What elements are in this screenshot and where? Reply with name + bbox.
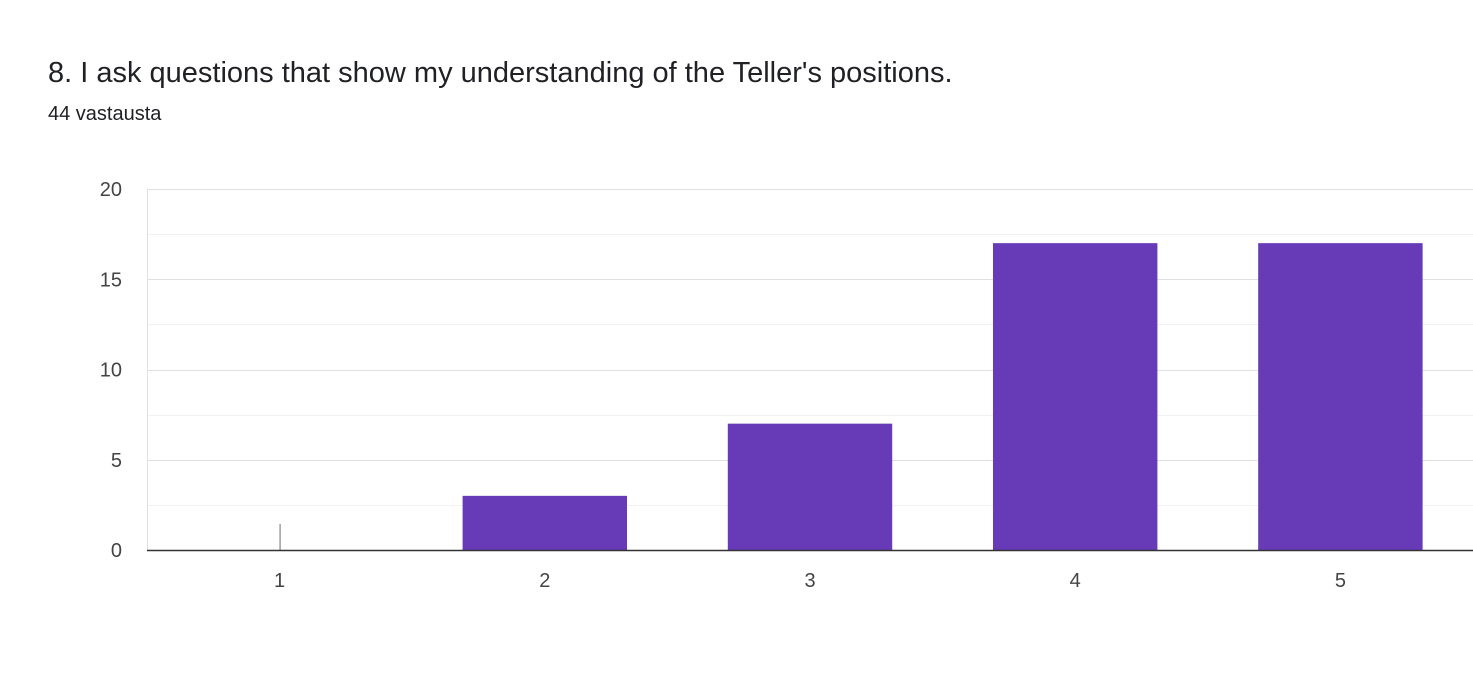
bar-3 bbox=[727, 423, 893, 550]
question-title: 8. I ask questions that show my understa… bbox=[48, 57, 953, 89]
bar-5 bbox=[1258, 243, 1423, 550]
y-tick-label: 10 bbox=[100, 360, 122, 382]
y-tick-labels: 0 5 10 15 20 bbox=[100, 179, 122, 562]
y-tick-label: 15 bbox=[100, 269, 122, 291]
x-tick-label: 1 bbox=[274, 570, 285, 592]
bars bbox=[279, 243, 1423, 550]
x-tick-label: 3 bbox=[804, 570, 815, 592]
x-tick-labels: 1 2 3 4 5 bbox=[274, 570, 1346, 592]
bar-2 bbox=[462, 495, 628, 550]
y-tick-label: 0 bbox=[111, 540, 122, 562]
y-tick-label: 5 bbox=[111, 450, 122, 472]
x-tick-label: 4 bbox=[1070, 570, 1081, 592]
x-tick-label: 5 bbox=[1335, 570, 1346, 592]
y-tick-label: 20 bbox=[100, 179, 122, 201]
bar-4 bbox=[992, 243, 1158, 550]
response-count: 44 vastausta bbox=[48, 103, 162, 125]
x-tick-label: 2 bbox=[539, 570, 550, 592]
